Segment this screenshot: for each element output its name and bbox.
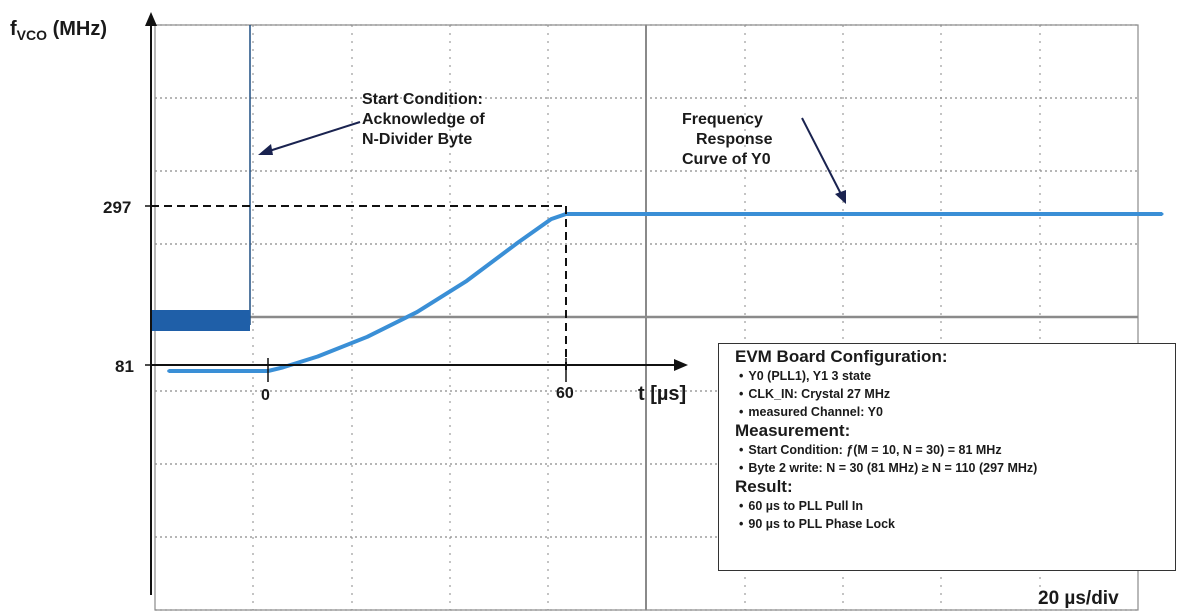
- trace-point: [365, 335, 369, 339]
- annotation-start-arrowhead: [258, 144, 273, 155]
- evm-config-box: EVM Board Configuration: Y0 (PLL1), Y1 3…: [718, 343, 1176, 571]
- trace-point: [1160, 212, 1164, 216]
- x-tick-label-0: 0: [261, 387, 270, 404]
- config-item: measured Channel: Y0: [739, 403, 1175, 421]
- annotation-freq-line3: Curve of Y0: [682, 151, 771, 168]
- config-title: EVM Board Configuration:: [735, 347, 948, 366]
- x-axis-label: t [µs]: [638, 383, 686, 405]
- trace-point: [465, 279, 469, 283]
- timebase-label: 20 µs/div: [1038, 588, 1119, 609]
- result-item: 60 µs to PLL Pull In: [739, 497, 1175, 515]
- measurement-item: Start Condition: ƒ(M = 10, N = 30) = 81 …: [739, 441, 1175, 459]
- pre-trigger-band: [152, 310, 250, 331]
- config-item: Y0 (PLL1), Y1 3 state: [739, 367, 1175, 385]
- trace-point: [1110, 212, 1114, 216]
- config-item: CLK_IN: Crystal 27 MHz: [739, 385, 1175, 403]
- annotation-freq-arrowhead: [835, 190, 846, 204]
- y-tick-label-297: 297: [103, 198, 131, 217]
- annotation-start-arrow: [265, 121, 361, 153]
- trace-layer: [152, 25, 1164, 373]
- measurement-list: Start Condition: ƒ(M = 10, N = 30) = 81 …: [735, 441, 1175, 477]
- x-axis-arrow: [674, 359, 688, 371]
- annotation-start-line3: N-Divider Byte: [362, 131, 472, 148]
- measurement-title: Measurement:: [735, 421, 851, 440]
- trace-point: [167, 369, 171, 373]
- annotation-frequency-response: Frequency Response Curve of Y0: [682, 111, 846, 204]
- annotation-start-line1: Start Condition:: [362, 91, 483, 108]
- annotation-start-line2: Acknowledge of: [362, 111, 485, 128]
- annotation-start-condition: Start Condition: Acknowledge of N-Divide…: [258, 91, 485, 155]
- trace-point: [912, 212, 916, 216]
- y-axis-label: fVCO (MHz): [10, 18, 107, 43]
- trace-point: [614, 212, 618, 216]
- result-list: 60 µs to PLL Pull In 90 µs to PLL Phase …: [735, 497, 1175, 533]
- annotation-freq-arrow: [801, 117, 843, 197]
- trace-point: [1011, 212, 1015, 216]
- trace-point: [514, 242, 518, 246]
- trace-point: [812, 212, 816, 216]
- scope-grid: [154, 24, 1139, 611]
- annotation-freq-line2: Response: [696, 131, 773, 148]
- result-item: 90 µs to PLL Phase Lock: [739, 515, 1175, 533]
- y-axis-arrow: [145, 12, 157, 26]
- measurement-item: Byte 2 write: N = 30 (81 MHz) ≥ N = 110 …: [739, 459, 1175, 477]
- y-tick-label-81: 81: [115, 357, 134, 376]
- annotation-freq-line1: Frequency: [682, 111, 763, 128]
- trace-point: [415, 310, 419, 314]
- axes: [145, 12, 688, 595]
- result-title: Result:: [735, 477, 793, 496]
- x-tick-label-60: 60: [556, 385, 574, 402]
- config-list: Y0 (PLL1), Y1 3 state CLK_IN: Crystal 27…: [735, 367, 1175, 421]
- trace-point: [281, 365, 285, 369]
- trace-point: [549, 217, 553, 221]
- trace-point: [713, 212, 717, 216]
- trace-point: [316, 355, 320, 358]
